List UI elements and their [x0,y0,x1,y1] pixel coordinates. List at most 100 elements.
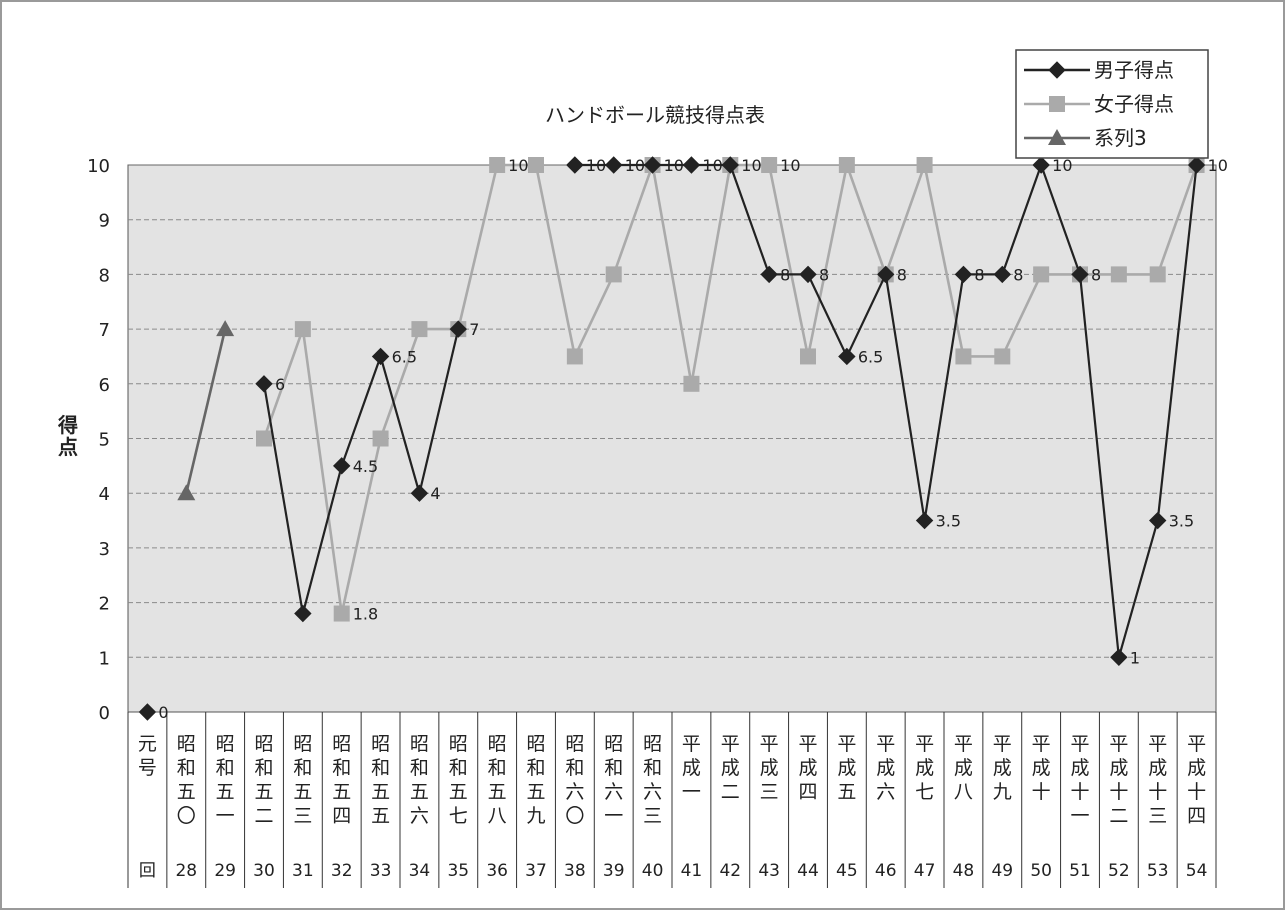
category-label: 昭和五〇 [177,733,196,827]
category-number: 48 [953,861,975,881]
category-label: 昭和五三 [293,733,312,827]
category-label: 平成十三 [1148,733,1167,827]
y-axis-label: 得点 [57,413,78,459]
square-marker [800,348,816,365]
y-tick-label: 9 [99,211,110,232]
series-line [262,328,460,614]
series-line [185,328,227,494]
y-tick-label: 4 [99,484,110,505]
y-tick-label: 3 [99,539,110,560]
y-tick-label: 0 [99,703,110,724]
category-number: 50 [1030,861,1052,881]
category-label: 平成二 [721,733,740,803]
data-label: 8 [974,265,984,284]
triangle-marker [1048,129,1066,145]
data-label: 10 [1052,156,1072,175]
category-label: 平成十二 [1109,733,1128,827]
category-number: 33 [370,861,392,881]
category-label: 昭和五八 [488,733,507,827]
square-marker [1033,266,1050,283]
category-label: 昭和六〇 [565,733,584,827]
category-number: 35 [447,861,469,881]
square-marker [838,157,855,173]
category-number: 43 [758,861,780,881]
square-marker [528,157,544,173]
series-2 [177,320,235,501]
category-number: 42 [719,861,741,881]
diamond-marker [294,604,312,623]
category-number: 40 [642,861,664,881]
legend-label: 女子得点 [1094,92,1174,116]
square-marker [1110,266,1127,283]
diamond-marker [449,320,467,338]
diamond-marker [1187,156,1206,174]
diamond-marker [138,703,157,721]
diamond-marker [838,347,856,366]
category-label: 平成七 [915,733,934,803]
y-tick-label: 5 [99,430,110,451]
category-label: 平成六 [876,733,895,803]
diamond-marker [760,265,778,284]
y-tick-label: 1 [99,648,110,669]
category-number: 38 [564,861,586,881]
category-label: 昭和五二 [254,733,273,827]
diamond-marker [605,156,623,174]
data-label: 8 [1091,265,1101,284]
chart-title: ハンドボール競技得点表 [545,103,765,127]
square-marker [411,321,428,338]
data-label: 1.8 [353,605,378,624]
data-label: 8 [780,265,790,284]
data-label: 10 [1208,156,1228,175]
data-label: 10 [780,156,800,175]
data-label: 0 [158,703,168,722]
data-label: 10 [702,156,722,175]
category-label: 平成九 [993,733,1012,803]
data-label: 10 [508,156,528,175]
square-marker [955,348,972,365]
category-number: 29 [214,861,236,881]
category-number: 34 [409,861,431,881]
data-label: 4.5 [353,457,378,476]
square-marker [761,157,778,173]
diamond-marker [1149,511,1167,530]
data-label: 7 [469,320,479,339]
category-number: 51 [1069,861,1091,881]
category-label: 平成三 [760,733,779,803]
data-label: 3.5 [1169,512,1194,531]
y-tick-label: 6 [99,375,110,396]
square-marker [256,430,272,447]
diamond-marker [1110,648,1128,667]
category-label: 昭和五五 [371,733,390,827]
category-number: 28 [175,861,197,881]
diamond-marker [954,265,973,284]
triangle-marker [216,320,235,337]
category-number: 54 [1186,861,1208,881]
category-label: 昭和六三 [643,733,662,827]
category-number: 49 [991,861,1013,881]
category-label: 平成八 [954,733,973,803]
square-marker [683,375,700,392]
category-label: 平成一 [682,733,701,803]
category-number: 46 [875,861,897,881]
square-marker [916,157,933,173]
legend-label: 系列3 [1094,126,1147,150]
category-number: 回 [139,861,156,881]
category-number: 41 [681,861,703,881]
square-marker [605,266,622,283]
category-number: 45 [836,861,858,881]
y-tick-label: 2 [99,594,110,615]
category-table: 元号昭和五〇昭和五一昭和五二昭和五三昭和五四昭和五五昭和五六昭和五七昭和五八昭和… [127,712,1217,888]
diamond-marker [643,156,662,174]
category-number: 44 [797,861,819,881]
y-tick-label: 8 [99,265,110,286]
data-label: 8 [897,265,907,284]
category-label: 平成十一 [1070,733,1089,827]
diamond-marker [993,265,1011,284]
diamond-marker [1032,156,1050,174]
diamond-marker [566,156,584,174]
category-label: 平成十四 [1187,733,1206,827]
diamond-marker [682,156,701,174]
y-tick-labels: 0 1 2 3 4 5 6 7 8 9 10 [87,156,110,724]
